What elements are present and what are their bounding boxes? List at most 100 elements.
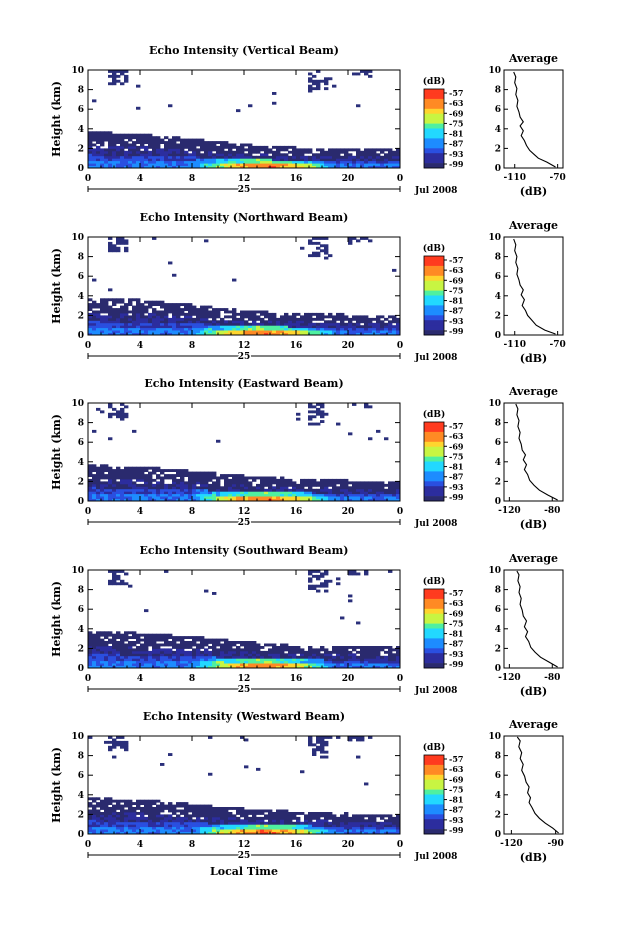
- echo-cell: [168, 153, 173, 157]
- echo-cell: [188, 327, 193, 331]
- echo-cell: [388, 148, 393, 152]
- echo-cell: [184, 809, 189, 813]
- echo-cell: [112, 138, 117, 142]
- echo-cell: [272, 648, 277, 652]
- echo-cell: [368, 655, 373, 659]
- echo-cell: [324, 158, 329, 162]
- echo-cell: [104, 809, 109, 813]
- echo-cell: [100, 648, 105, 652]
- echo-cell: [296, 655, 301, 659]
- echo-cell: [136, 466, 141, 470]
- echo-cell: [128, 332, 133, 336]
- echo-cell: [88, 797, 93, 801]
- echo-cell: [264, 821, 269, 825]
- echo-cell: [252, 653, 257, 657]
- echo-cell: [164, 650, 169, 654]
- echo-cell: [164, 163, 169, 166]
- echo-cell: [376, 325, 381, 329]
- echo-cell: [100, 332, 105, 336]
- echo-cell: [320, 148, 325, 152]
- colorbar-tick-label: -57: [449, 754, 463, 764]
- echo-cell: [116, 582, 121, 586]
- echo-cell: [384, 658, 389, 662]
- echo-cell: [188, 153, 193, 157]
- echo-cell: [112, 799, 117, 803]
- echo-cell: [356, 755, 361, 759]
- y-tick-label: 10: [71, 66, 84, 76]
- echo-cell: [212, 819, 217, 823]
- colorbar-bin: [424, 103, 444, 110]
- echo-cell: [340, 332, 345, 336]
- echo-cell: [124, 821, 129, 825]
- echo-cell: [192, 814, 197, 818]
- echo-cell: [348, 317, 353, 321]
- average-title: Average: [508, 552, 558, 565]
- echo-cell: [200, 650, 205, 654]
- echo-cell: [324, 481, 329, 485]
- colorbar-tick-label: -69: [449, 441, 464, 451]
- echo-cell: [268, 650, 273, 654]
- echo-cell: [284, 831, 289, 835]
- echo-cell: [192, 471, 197, 475]
- echo-cell: [172, 305, 177, 309]
- echo-cell: [216, 327, 221, 331]
- echo-cell: [180, 312, 185, 316]
- echo-cell: [208, 474, 213, 477]
- echo-cell: [224, 826, 229, 830]
- echo-cell: [340, 655, 345, 659]
- echo-cell: [388, 158, 393, 162]
- echo-cell: [160, 486, 165, 490]
- echo-cell: [284, 165, 289, 169]
- echo-cell: [236, 330, 241, 333]
- echo-cell: [164, 643, 169, 647]
- echo-cell: [260, 320, 265, 324]
- colorbar-tick-label: -69: [449, 108, 464, 118]
- echo-cell: [304, 481, 309, 485]
- echo-cell: [320, 660, 325, 664]
- echo-cell: [268, 483, 273, 487]
- echo-cell: [120, 481, 125, 485]
- echo-cell: [280, 809, 285, 813]
- echo-cell: [384, 814, 389, 818]
- echo-cell: [128, 476, 133, 480]
- echo-cell: [136, 498, 141, 502]
- echo-cell: [372, 148, 377, 152]
- y-tick-label: 0: [78, 497, 84, 507]
- echo-cell: [344, 483, 349, 487]
- echo-cell: [172, 315, 177, 319]
- echo-cell: [196, 821, 201, 825]
- echo-cell: [100, 469, 105, 472]
- echo-cell: [312, 491, 317, 495]
- echo-cell: [132, 829, 137, 832]
- echo-cell: [196, 160, 201, 164]
- echo-cell: [120, 665, 125, 669]
- echo-cell: [108, 478, 113, 482]
- echo-cell: [132, 305, 137, 309]
- echo-cell: [248, 826, 253, 830]
- echo-cell: [136, 84, 141, 88]
- echo-cell: [116, 740, 121, 744]
- echo-cell: [236, 320, 241, 324]
- echo-cell: [180, 643, 185, 647]
- echo-cell: [300, 163, 305, 166]
- echo-cell: [124, 488, 129, 492]
- date-label: Jul 2008: [414, 852, 457, 862]
- echo-cell: [164, 315, 169, 319]
- echo-cell: [216, 163, 221, 166]
- echo-cell: [352, 237, 357, 240]
- echo-cell: [136, 327, 141, 331]
- echo-cell: [116, 312, 121, 316]
- echo-cell: [156, 807, 161, 810]
- echo-cell: [120, 308, 125, 311]
- echo-cell: [304, 831, 309, 835]
- echo-cell: [120, 829, 125, 832]
- echo-cell: [284, 643, 289, 647]
- echo-cell: [112, 471, 117, 475]
- echo-cell: [156, 496, 161, 499]
- echo-cell: [192, 650, 197, 654]
- echo-cell: [112, 308, 117, 311]
- echo-cell: [232, 310, 237, 314]
- echo-cell: [352, 486, 357, 490]
- echo-cell: [276, 322, 281, 326]
- echo-cell: [244, 496, 249, 499]
